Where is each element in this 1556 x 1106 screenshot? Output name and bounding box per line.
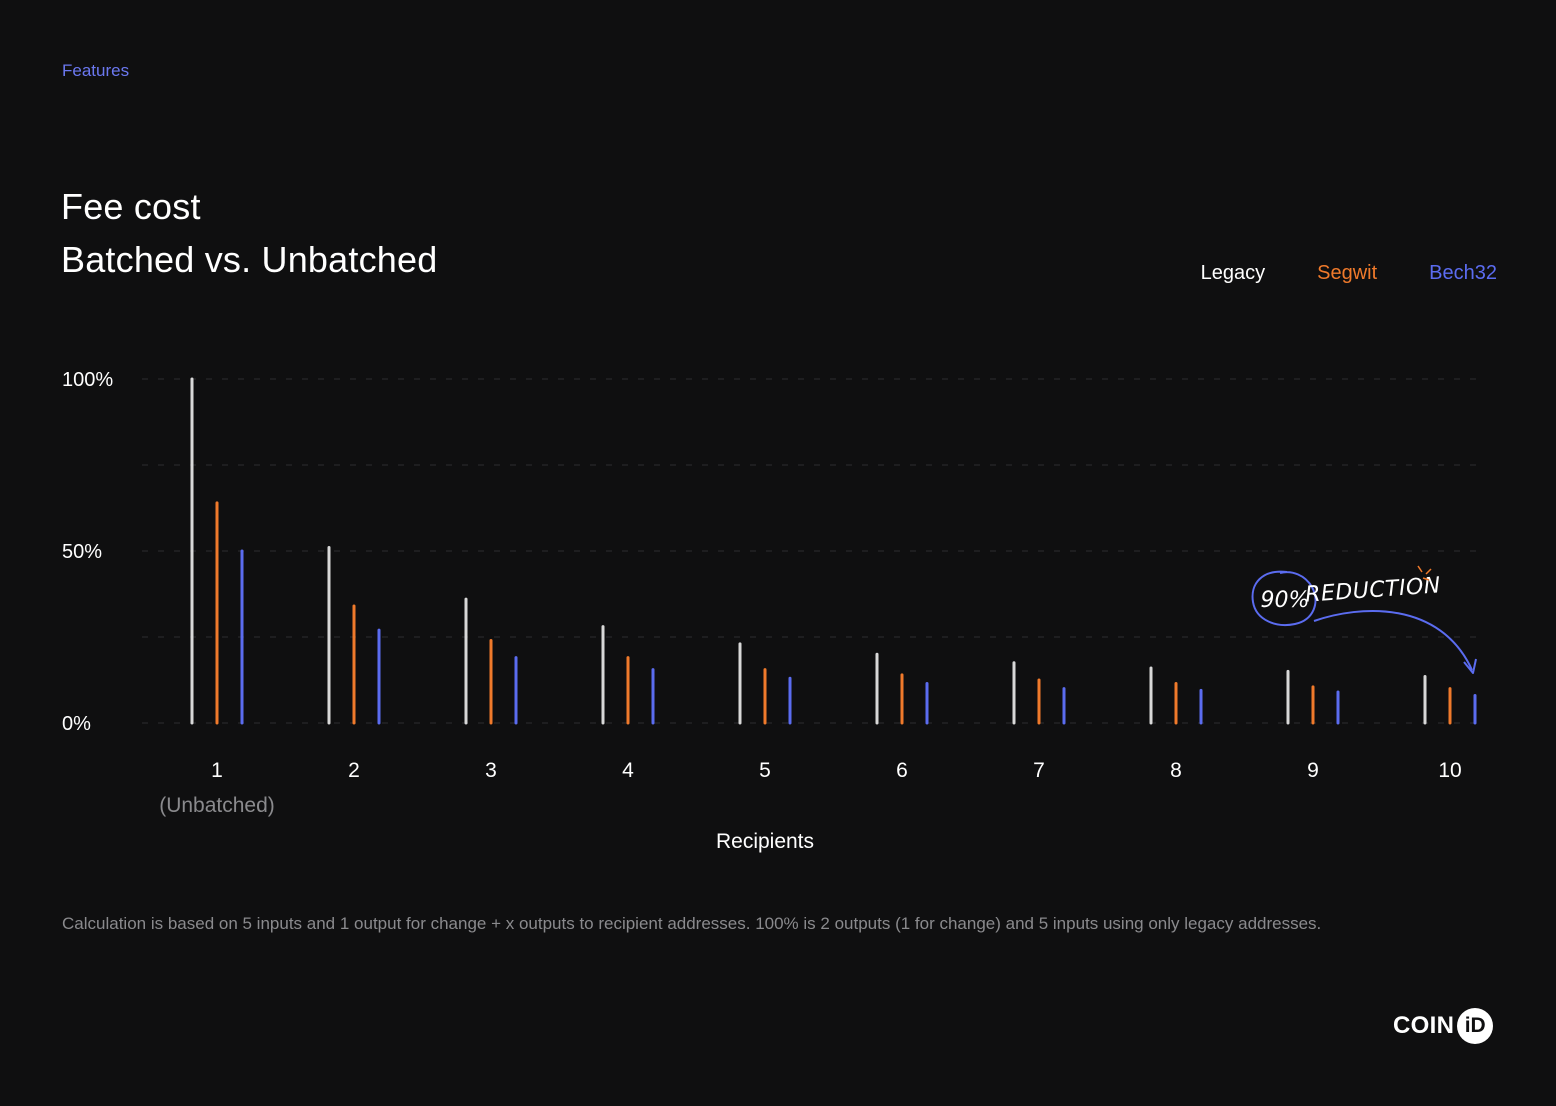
chart-subtitle: Batched vs. Unbatched bbox=[61, 239, 438, 280]
x-tick-label: 10 bbox=[1438, 759, 1461, 782]
footnote: Calculation is based on 5 inputs and 1 o… bbox=[62, 914, 1322, 933]
chart-legend: Legacy Segwit Bech32 bbox=[1201, 262, 1497, 285]
logo-text: COIN bbox=[1393, 1012, 1455, 1039]
reduction-annotation: 90% REDUCTION bbox=[1251, 565, 1477, 674]
x-tick-sublabel: (Unbatched) bbox=[159, 794, 275, 817]
x-tick-label: 4 bbox=[622, 759, 634, 782]
x-tick-label: 6 bbox=[896, 759, 908, 782]
chart-title: Fee cost bbox=[61, 186, 201, 227]
annotation-arrowhead bbox=[1463, 658, 1477, 674]
y-tick-label: 100% bbox=[62, 369, 113, 391]
x-tick-label: 5 bbox=[759, 759, 771, 782]
legend-item-legacy[interactable]: Legacy bbox=[1200, 262, 1266, 284]
x-tick-label: 9 bbox=[1307, 759, 1319, 782]
y-tick-label: 50% bbox=[62, 541, 102, 563]
annotation-circle bbox=[1251, 570, 1317, 626]
coinid-logo: COIN iD bbox=[1393, 1008, 1494, 1044]
y-tick-label: 0% bbox=[62, 713, 91, 735]
annotation-value: 90% bbox=[1261, 588, 1310, 613]
x-axis-label: Recipients bbox=[716, 830, 814, 853]
fee-cost-chart: 100% 50% 0% 1 (Unbatched) 2 3 4 5 6 7 8 9 10 Recipie… bbox=[62, 369, 1480, 853]
legend-item-bech32[interactable]: Bech32 bbox=[1429, 262, 1497, 284]
annotation-label: REDUCTION bbox=[1304, 573, 1441, 607]
annotation-spark bbox=[1417, 565, 1432, 581]
x-tick-label: 7 bbox=[1033, 759, 1045, 782]
breadcrumb-features-link[interactable]: Features bbox=[62, 61, 130, 80]
x-tick-label: 8 bbox=[1170, 759, 1182, 782]
annotation-arrow bbox=[1313, 610, 1473, 671]
x-tick-label: 2 bbox=[348, 759, 360, 782]
legend-item-segwit[interactable]: Segwit bbox=[1317, 262, 1378, 284]
logo-id-mark: iD bbox=[1457, 1008, 1494, 1044]
x-tick-label: 3 bbox=[485, 759, 497, 782]
x-tick-label: 1 bbox=[211, 759, 223, 782]
